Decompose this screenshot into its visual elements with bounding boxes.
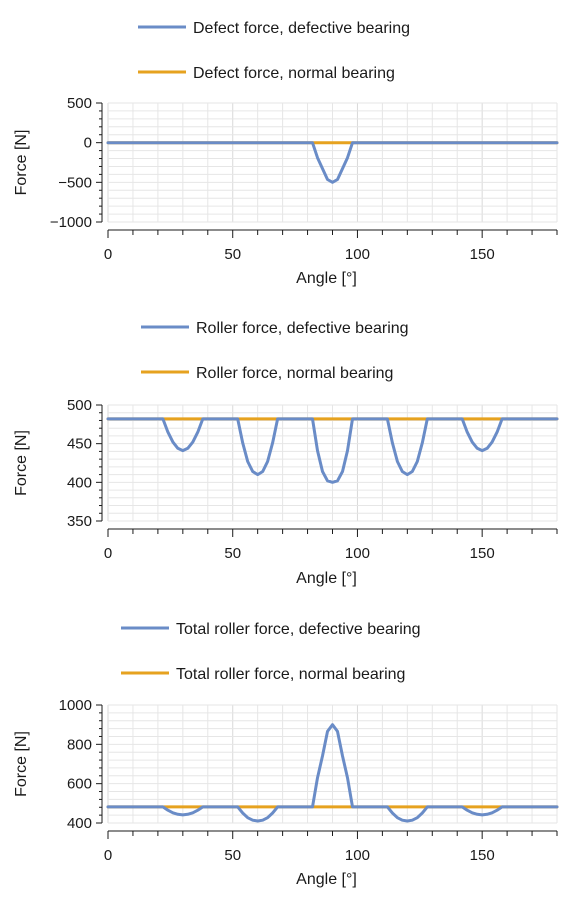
series-line	[106, 417, 559, 484]
legend-label: Total roller force, normal bearing	[176, 666, 405, 683]
chart-1: Defect force, defective bearing Defect fo…	[13, 20, 559, 287]
legend-entry: Roller force, normal bearing	[141, 365, 393, 382]
y-tick-label: 400	[67, 474, 92, 491]
x-tick-label: 50	[224, 847, 241, 864]
x-tick-label: 100	[345, 847, 370, 864]
x-tick-label: 150	[470, 847, 495, 864]
x-tick-label: 0	[104, 847, 112, 864]
y-tick-label: −1000	[50, 214, 92, 231]
legend-label: Total roller force, defective bearing	[176, 621, 421, 638]
x-tick-label: 0	[104, 246, 112, 263]
y-tick-label: 1000	[59, 697, 92, 714]
chart-3: Total roller force, defective bearing Tot…	[13, 621, 559, 888]
y-tick-label: 500	[67, 397, 92, 414]
legend-label: Roller force, normal bearing	[196, 365, 393, 382]
legend-label: Defect force, defective bearing	[193, 20, 410, 37]
y-axis-label: Force [N]	[13, 731, 30, 797]
y-axis-label: Force [N]	[13, 430, 30, 496]
series-line	[106, 141, 559, 184]
x-tick-label: 0	[104, 545, 112, 562]
y-tick-label: 800	[67, 736, 92, 753]
x-tick-label: 50	[224, 246, 241, 263]
grid	[107, 102, 558, 223]
x-axis-label: Angle [°]	[296, 871, 357, 888]
x-axis-label: Angle [°]	[296, 270, 357, 287]
y-tick-label: 0	[84, 135, 92, 152]
legend-entry: Defect force, defective bearing	[138, 20, 410, 37]
legend-entry: Total roller force, defective bearing	[121, 621, 421, 638]
y-tick-label: 500	[67, 95, 92, 112]
y-tick-label: 600	[67, 776, 92, 793]
x-tick-label: 100	[345, 545, 370, 562]
y-tick-label: 350	[67, 513, 92, 530]
legend-entry: Total roller force, normal bearing	[121, 666, 405, 683]
chart-2: Roller force, defective bearing Roller fo…	[13, 320, 559, 587]
y-axis-label: Force [N]	[13, 130, 30, 196]
grid	[107, 404, 558, 522]
x-tick-label: 150	[470, 246, 495, 263]
grid	[107, 704, 558, 824]
axes: 400 600 800 1000 0 50 100 150	[59, 697, 558, 864]
y-tick-label: 400	[67, 815, 92, 832]
legend-label: Roller force, defective bearing	[196, 320, 409, 337]
x-tick-label: 50	[224, 545, 241, 562]
x-tick-label: 150	[470, 545, 495, 562]
series-line	[106, 723, 559, 823]
legend-entry: Defect force, normal bearing	[138, 65, 395, 82]
x-axis-label: Angle [°]	[296, 570, 357, 587]
x-tick-label: 100	[345, 246, 370, 263]
axes: −1000 −500 0 500 0 50 100 150	[50, 95, 558, 263]
y-tick-label: 450	[67, 436, 92, 453]
axes: 350 400 450 500 0 50 100 150	[67, 397, 558, 562]
legend-label: Defect force, normal bearing	[193, 65, 395, 82]
legend-entry: Roller force, defective bearing	[141, 320, 409, 337]
y-tick-label: −500	[58, 174, 92, 191]
